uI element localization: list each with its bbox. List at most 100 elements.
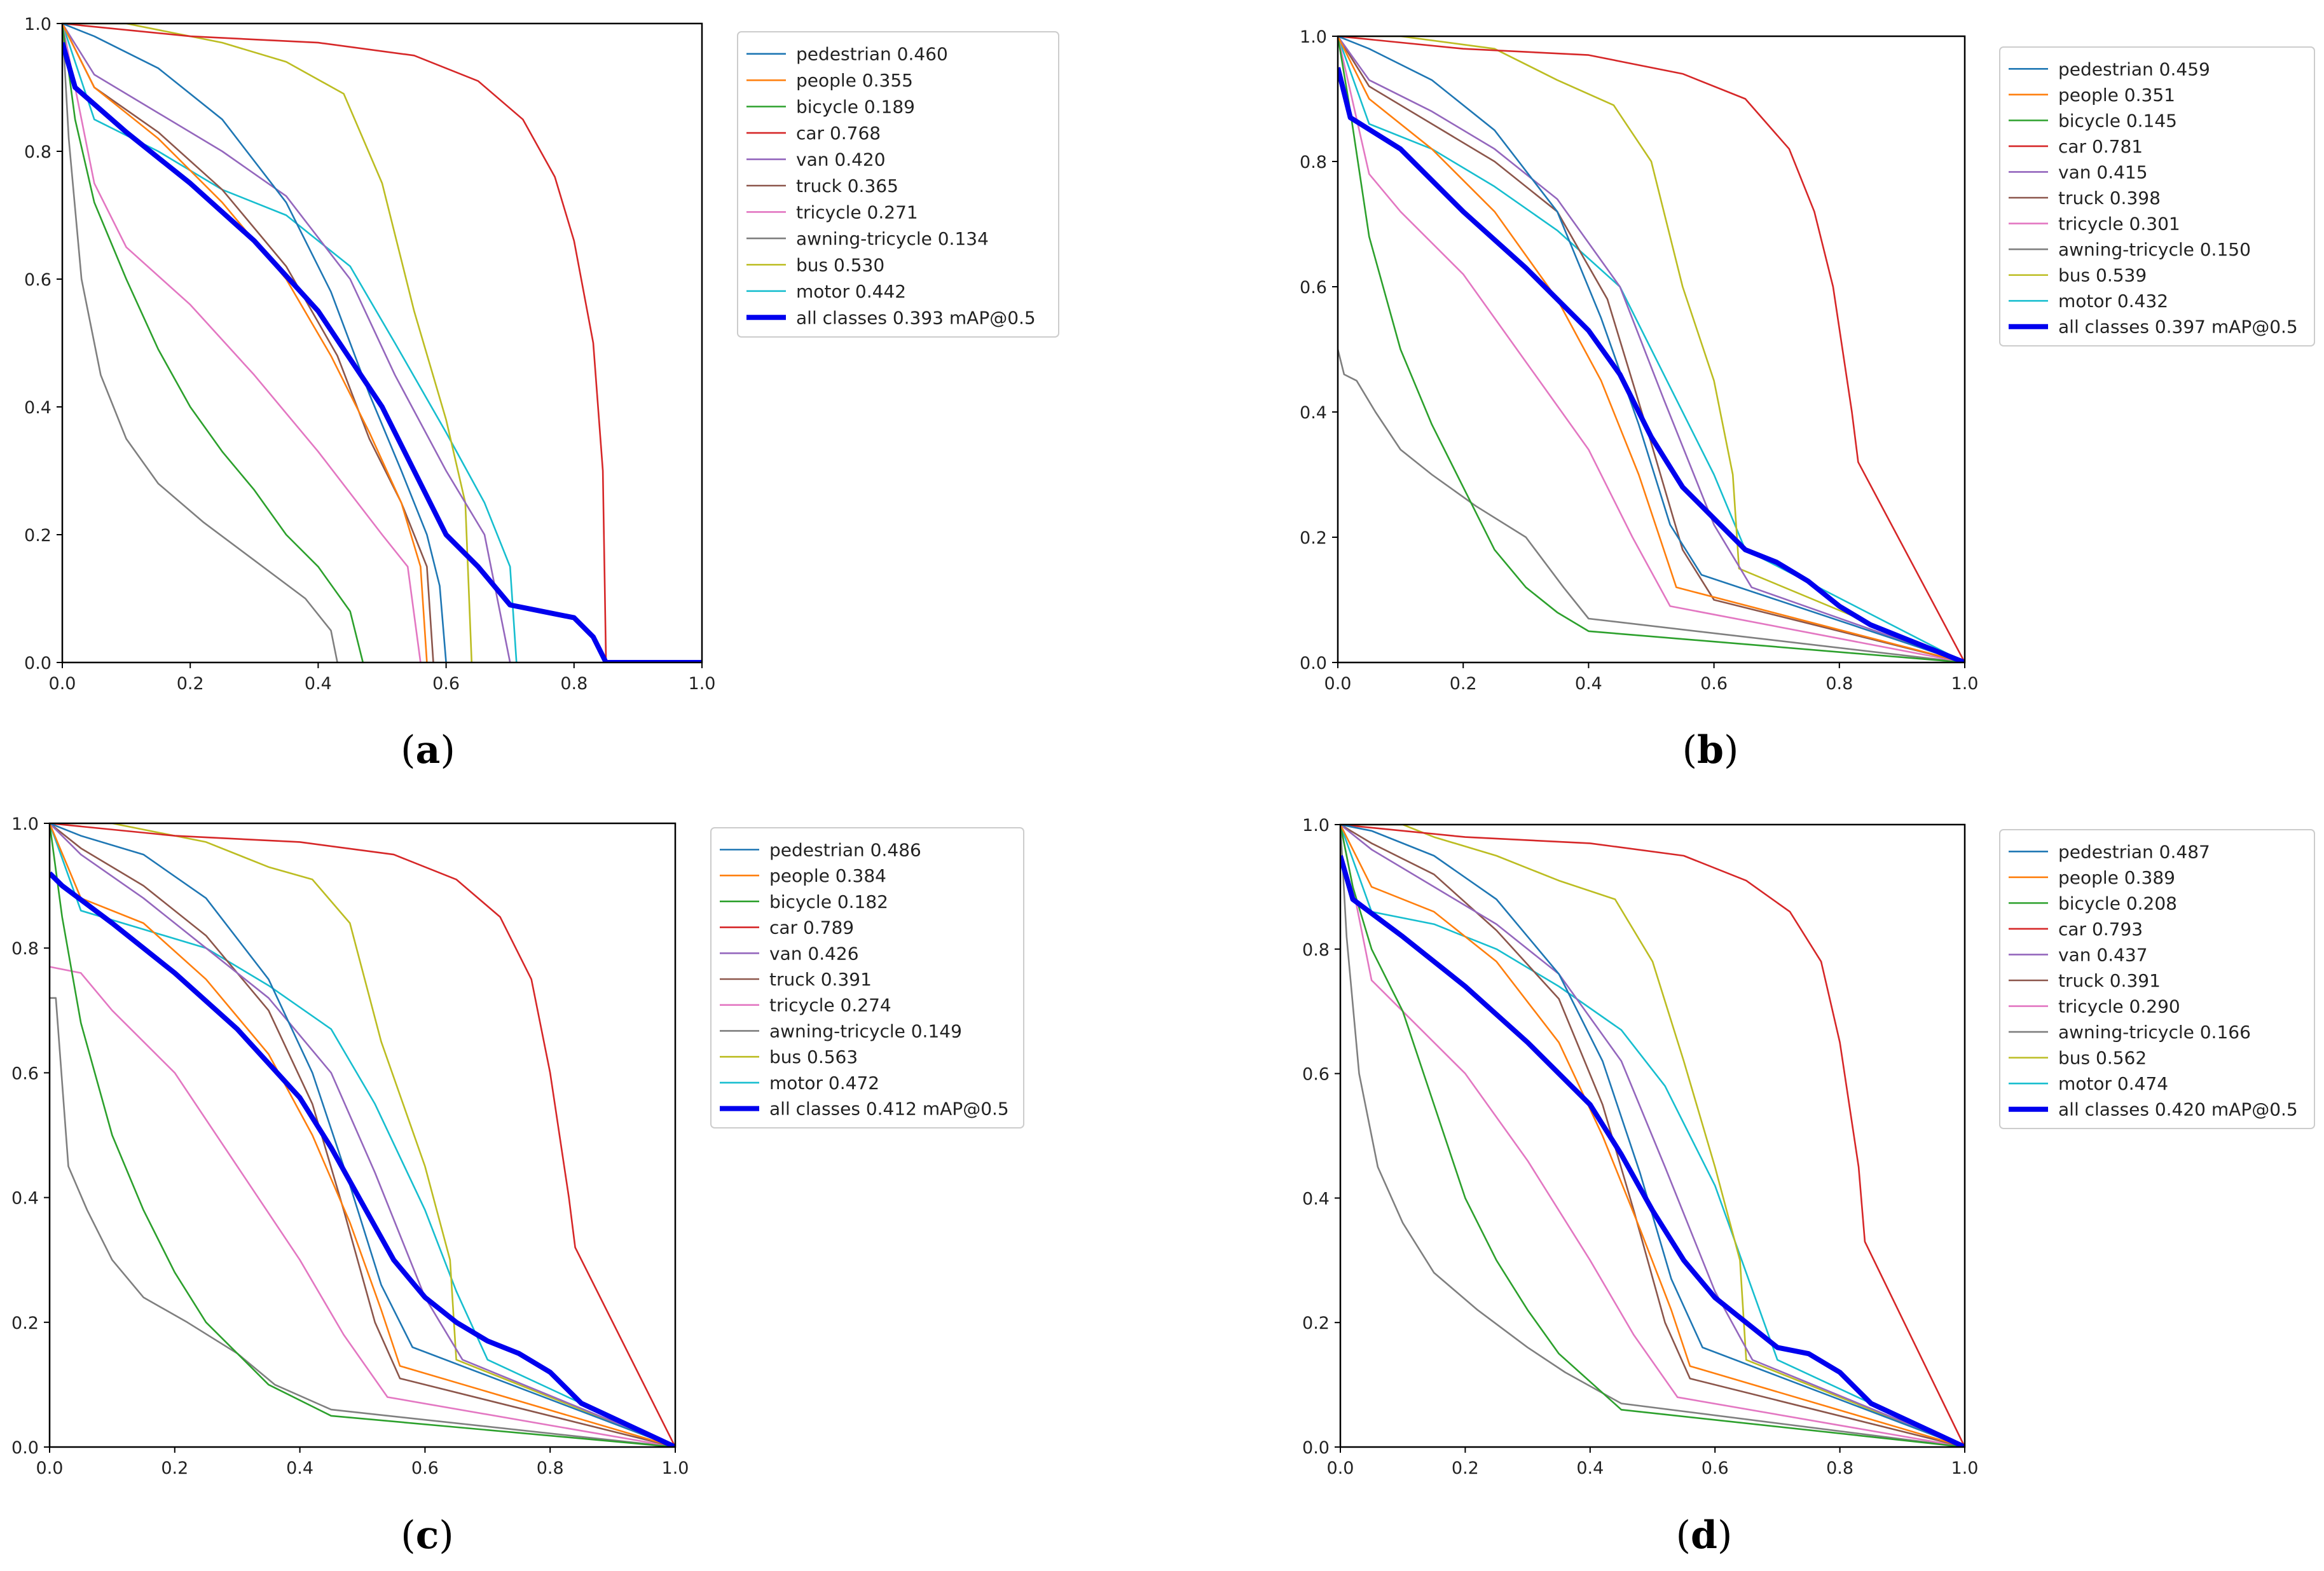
y-tick-label: 0.2 bbox=[11, 1314, 39, 1333]
panel-caption: (a) bbox=[401, 728, 455, 772]
series-line-all bbox=[1338, 67, 1965, 662]
series-line-bicycle bbox=[50, 823, 675, 1447]
panel-caption: (d) bbox=[1676, 1513, 1733, 1558]
series-group bbox=[50, 823, 675, 1447]
series-line-car bbox=[50, 823, 675, 1447]
series-line-tricycle bbox=[1338, 36, 1965, 662]
y-tick-label: 0.0 bbox=[1300, 654, 1327, 673]
x-tick-label: 0.4 bbox=[1575, 674, 1602, 694]
y-tick-label: 0.6 bbox=[1300, 278, 1327, 298]
x-tick-label: 1.0 bbox=[689, 674, 716, 694]
legend-entry-motor: motor 0.432 bbox=[2058, 291, 2168, 312]
x-tick-label: 0.4 bbox=[305, 674, 332, 694]
x-tick-label: 0.4 bbox=[1576, 1458, 1604, 1478]
legend-entry-all: all classes 0.420 mAP@0.5 bbox=[2058, 1099, 2298, 1120]
panel-caption: (b) bbox=[1682, 728, 1739, 772]
y-tick-label: 0.8 bbox=[24, 142, 52, 162]
series-line-tricycle bbox=[62, 24, 422, 662]
x-tick-label: 0.6 bbox=[1700, 674, 1728, 694]
legend-box bbox=[710, 827, 1024, 1129]
legend-entry-van: van 0.415 bbox=[2058, 161, 2148, 182]
series-line-van bbox=[50, 823, 675, 1447]
legend: pedestrian 0.460 people 0.355 bicycle 0.18… bbox=[737, 31, 1059, 338]
series-line-truck bbox=[1338, 36, 1965, 662]
series-line-car bbox=[1340, 825, 1965, 1447]
legend-entry-bicycle: bicycle 0.208 bbox=[2058, 893, 2177, 914]
y-tick-label: 0.4 bbox=[1300, 403, 1327, 423]
y-tick-label: 0.4 bbox=[24, 398, 52, 418]
legend-entry-all: all classes 0.393 mAP@0.5 bbox=[796, 307, 1036, 328]
x-tick-label: 0.6 bbox=[1702, 1458, 1729, 1478]
series-line-people bbox=[1340, 825, 1965, 1447]
chart-panel-c: 0.0 0.2 0.4 0.6 0.8 1.0 0.0 0.2 0.4 0.6 0.8 1.0 pede… bbox=[11, 814, 1024, 1558]
series-line-awning-tricycle bbox=[62, 24, 338, 662]
legend-entry-car: car 0.789 bbox=[769, 917, 854, 938]
series-group bbox=[62, 24, 702, 662]
series-line-pedestrian bbox=[62, 24, 447, 662]
y-tick-label: 0.0 bbox=[1302, 1438, 1330, 1458]
x-tick-label: 0.0 bbox=[49, 674, 76, 694]
series-line-all bbox=[50, 871, 675, 1447]
series-line-pedestrian bbox=[1338, 36, 1965, 662]
series-line-all bbox=[1340, 854, 1965, 1447]
y-tick-label: 0.0 bbox=[24, 654, 52, 673]
y-tick-label: 1.0 bbox=[1300, 27, 1327, 47]
x-tick-label: 0.8 bbox=[537, 1458, 564, 1478]
series-line-truck bbox=[1340, 825, 1965, 1447]
legend-entry-awning-tricycle: awning-tricycle 0.166 bbox=[2058, 1022, 2251, 1043]
legend-entry-bus: bus 0.539 bbox=[2058, 265, 2147, 286]
plot-frame bbox=[61, 22, 703, 664]
legend-entry-tricycle: tricycle 0.271 bbox=[796, 202, 918, 223]
legend-entry-bus: bus 0.562 bbox=[2058, 1048, 2147, 1069]
legend-entry-van: van 0.437 bbox=[2058, 944, 2148, 965]
series-line-van bbox=[62, 24, 511, 662]
y-tick-label: 0.2 bbox=[1302, 1314, 1330, 1333]
series-line-motor bbox=[50, 823, 675, 1447]
legend-entry-pedestrian: pedestrian 0.459 bbox=[2058, 58, 2210, 79]
legend-entry-tricycle: tricycle 0.301 bbox=[2058, 214, 2180, 235]
x-tick-label: 0.8 bbox=[560, 674, 588, 694]
y-tick-label: 1.0 bbox=[1302, 816, 1330, 835]
y-tick-label: 0.8 bbox=[1300, 153, 1327, 172]
x-tick-label: 0.0 bbox=[36, 1458, 64, 1478]
series-line-bus bbox=[62, 24, 473, 662]
chart-panel-b: 0.0 0.2 0.4 0.6 0.8 1.0 0.0 0.2 0.4 0.6 0.8 1.0 pede… bbox=[1300, 27, 2315, 772]
y-tick-label: 0.4 bbox=[1302, 1189, 1330, 1209]
legend-entry-car: car 0.768 bbox=[796, 123, 881, 144]
legend-entry-people: people 0.355 bbox=[796, 70, 913, 91]
y-tick-label: 0.4 bbox=[11, 1189, 39, 1209]
legend: pedestrian 0.487 people 0.389 bicycle 0.20… bbox=[1999, 829, 2315, 1129]
x-tick-label: 0.8 bbox=[1826, 674, 1853, 694]
legend-entry-car: car 0.781 bbox=[2058, 136, 2143, 157]
legend: pedestrian 0.486 people 0.384 bicycle 0.18… bbox=[710, 827, 1024, 1129]
legend-entry-bus: bus 0.563 bbox=[769, 1046, 858, 1067]
legend-entry-people: people 0.351 bbox=[2058, 85, 2175, 106]
y-tick-label: 1.0 bbox=[11, 814, 39, 834]
legend-entry-pedestrian: pedestrian 0.487 bbox=[2058, 841, 2210, 862]
series-line-bus bbox=[50, 823, 675, 1447]
legend-entry-people: people 0.389 bbox=[2058, 867, 2175, 888]
legend-box bbox=[737, 31, 1059, 338]
x-tick-label: 0.4 bbox=[286, 1458, 313, 1478]
legend-entry-awning-tricycle: awning-tricycle 0.149 bbox=[769, 1020, 962, 1041]
legend-box bbox=[1999, 46, 2315, 346]
x-tick-label: 0.0 bbox=[1324, 674, 1352, 694]
legend-entry-bus: bus 0.530 bbox=[796, 254, 884, 275]
series-line-van bbox=[1340, 825, 1965, 1447]
plot-frame bbox=[1339, 823, 1966, 1448]
legend-entry-motor: motor 0.472 bbox=[769, 1073, 879, 1094]
legend-entry-tricycle: tricycle 0.274 bbox=[769, 995, 891, 1016]
y-tick-label: 0.8 bbox=[11, 939, 39, 959]
legend-entry-bicycle: bicycle 0.182 bbox=[769, 891, 888, 912]
chart-panel-d: 0.0 0.2 0.4 0.6 0.8 1.0 0.0 0.2 0.4 0.6 0.8 1.0 pede… bbox=[1302, 816, 2315, 1558]
legend-entry-motor: motor 0.442 bbox=[796, 281, 906, 302]
series-line-people bbox=[50, 823, 675, 1447]
series-line-all bbox=[62, 42, 702, 662]
legend-entry-all: all classes 0.397 mAP@0.5 bbox=[2058, 317, 2298, 338]
legend-entry-truck: truck 0.391 bbox=[2058, 970, 2161, 991]
legend-entry-car: car 0.793 bbox=[2058, 919, 2143, 940]
series-line-car bbox=[1338, 36, 1965, 662]
x-tick-label: 1.0 bbox=[1951, 674, 1979, 694]
x-tick-label: 0.2 bbox=[177, 674, 204, 694]
y-tick-label: 0.2 bbox=[1300, 528, 1327, 548]
